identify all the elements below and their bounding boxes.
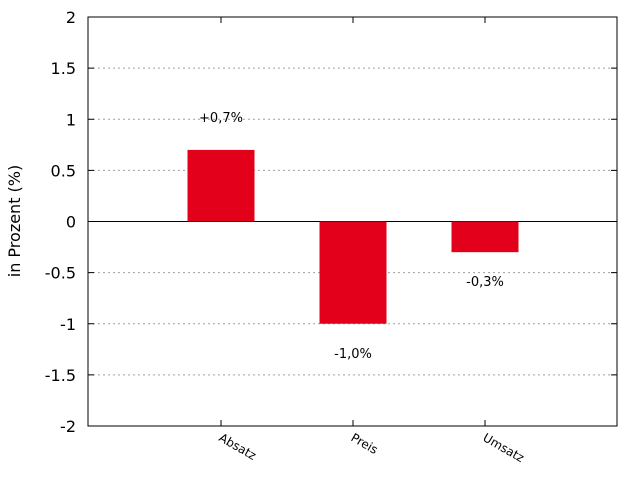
y-axis-ticks: -2 -1.5 -1 -0.5 0 0.5 1 1.5 2 xyxy=(45,8,617,436)
data-label-preis: -1,0% xyxy=(334,347,372,362)
y-tick-label: 0.5 xyxy=(51,161,76,180)
y-tick-label: 0 xyxy=(66,213,76,232)
bar-absatz xyxy=(187,149,255,222)
y-tick-label: -1 xyxy=(60,315,76,334)
y-tick-label: 2 xyxy=(66,8,76,27)
x-tick-label-preis: Preis xyxy=(349,430,381,456)
grid-lines xyxy=(88,67,617,376)
x-tick-label-umsatz: Umsatz xyxy=(481,430,527,465)
data-labels: +0,7% -1,0% -0,3% xyxy=(199,111,504,362)
x-tick-label-absatz: Absatz xyxy=(217,430,259,462)
y-tick-label: -2 xyxy=(60,417,76,436)
y-tick-label: 1.5 xyxy=(51,59,76,78)
data-label-absatz: +0,7% xyxy=(199,111,243,126)
bar-preis xyxy=(319,221,387,324)
y-tick-label: 1 xyxy=(66,110,76,129)
y-tick-label: -1.5 xyxy=(45,366,76,385)
y-axis-title: in Prozent (%) xyxy=(5,165,24,277)
bars xyxy=(187,149,519,324)
data-label-umsatz: -0,3% xyxy=(466,275,504,290)
y-tick-label: -0.5 xyxy=(45,264,76,283)
bar-umsatz xyxy=(451,221,519,253)
